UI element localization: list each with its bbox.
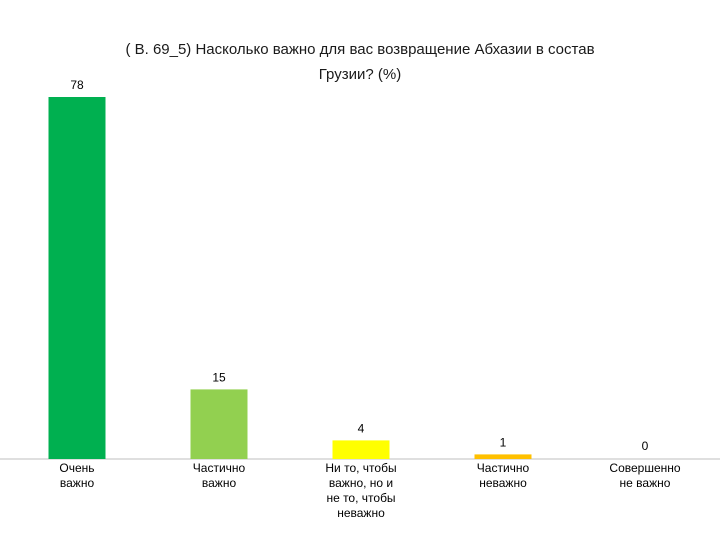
category-label-5: Совершенно не важно — [609, 461, 680, 490]
data-label-5: 0 — [642, 439, 649, 453]
category-label-2: Частично важно — [193, 461, 246, 490]
bar-1 — [48, 97, 106, 459]
category-label-3: Ни то, чтобы важно, но и не то, чтобы неваж… — [325, 461, 396, 520]
chart-title-line-1: ( В. 69_5) Насколько важно для вас возвр… — [125, 41, 595, 58]
data-label-4: 1 — [500, 435, 507, 449]
chart-title-line-2: Грузии? (%) — [318, 66, 402, 83]
data-label-1: 78 — [70, 78, 84, 92]
bar-4 — [474, 454, 532, 459]
chart-title: ( В. 69_5) Насколько важно для вас возвр… — [60, 37, 660, 87]
data-label-3: 4 — [358, 421, 365, 435]
data-label-2: 15 — [212, 370, 226, 384]
category-label-4: Частично неважно — [477, 461, 530, 490]
category-label-1: Очень важно — [59, 461, 94, 490]
bar-3 — [332, 440, 390, 459]
bar-2 — [190, 389, 248, 459]
